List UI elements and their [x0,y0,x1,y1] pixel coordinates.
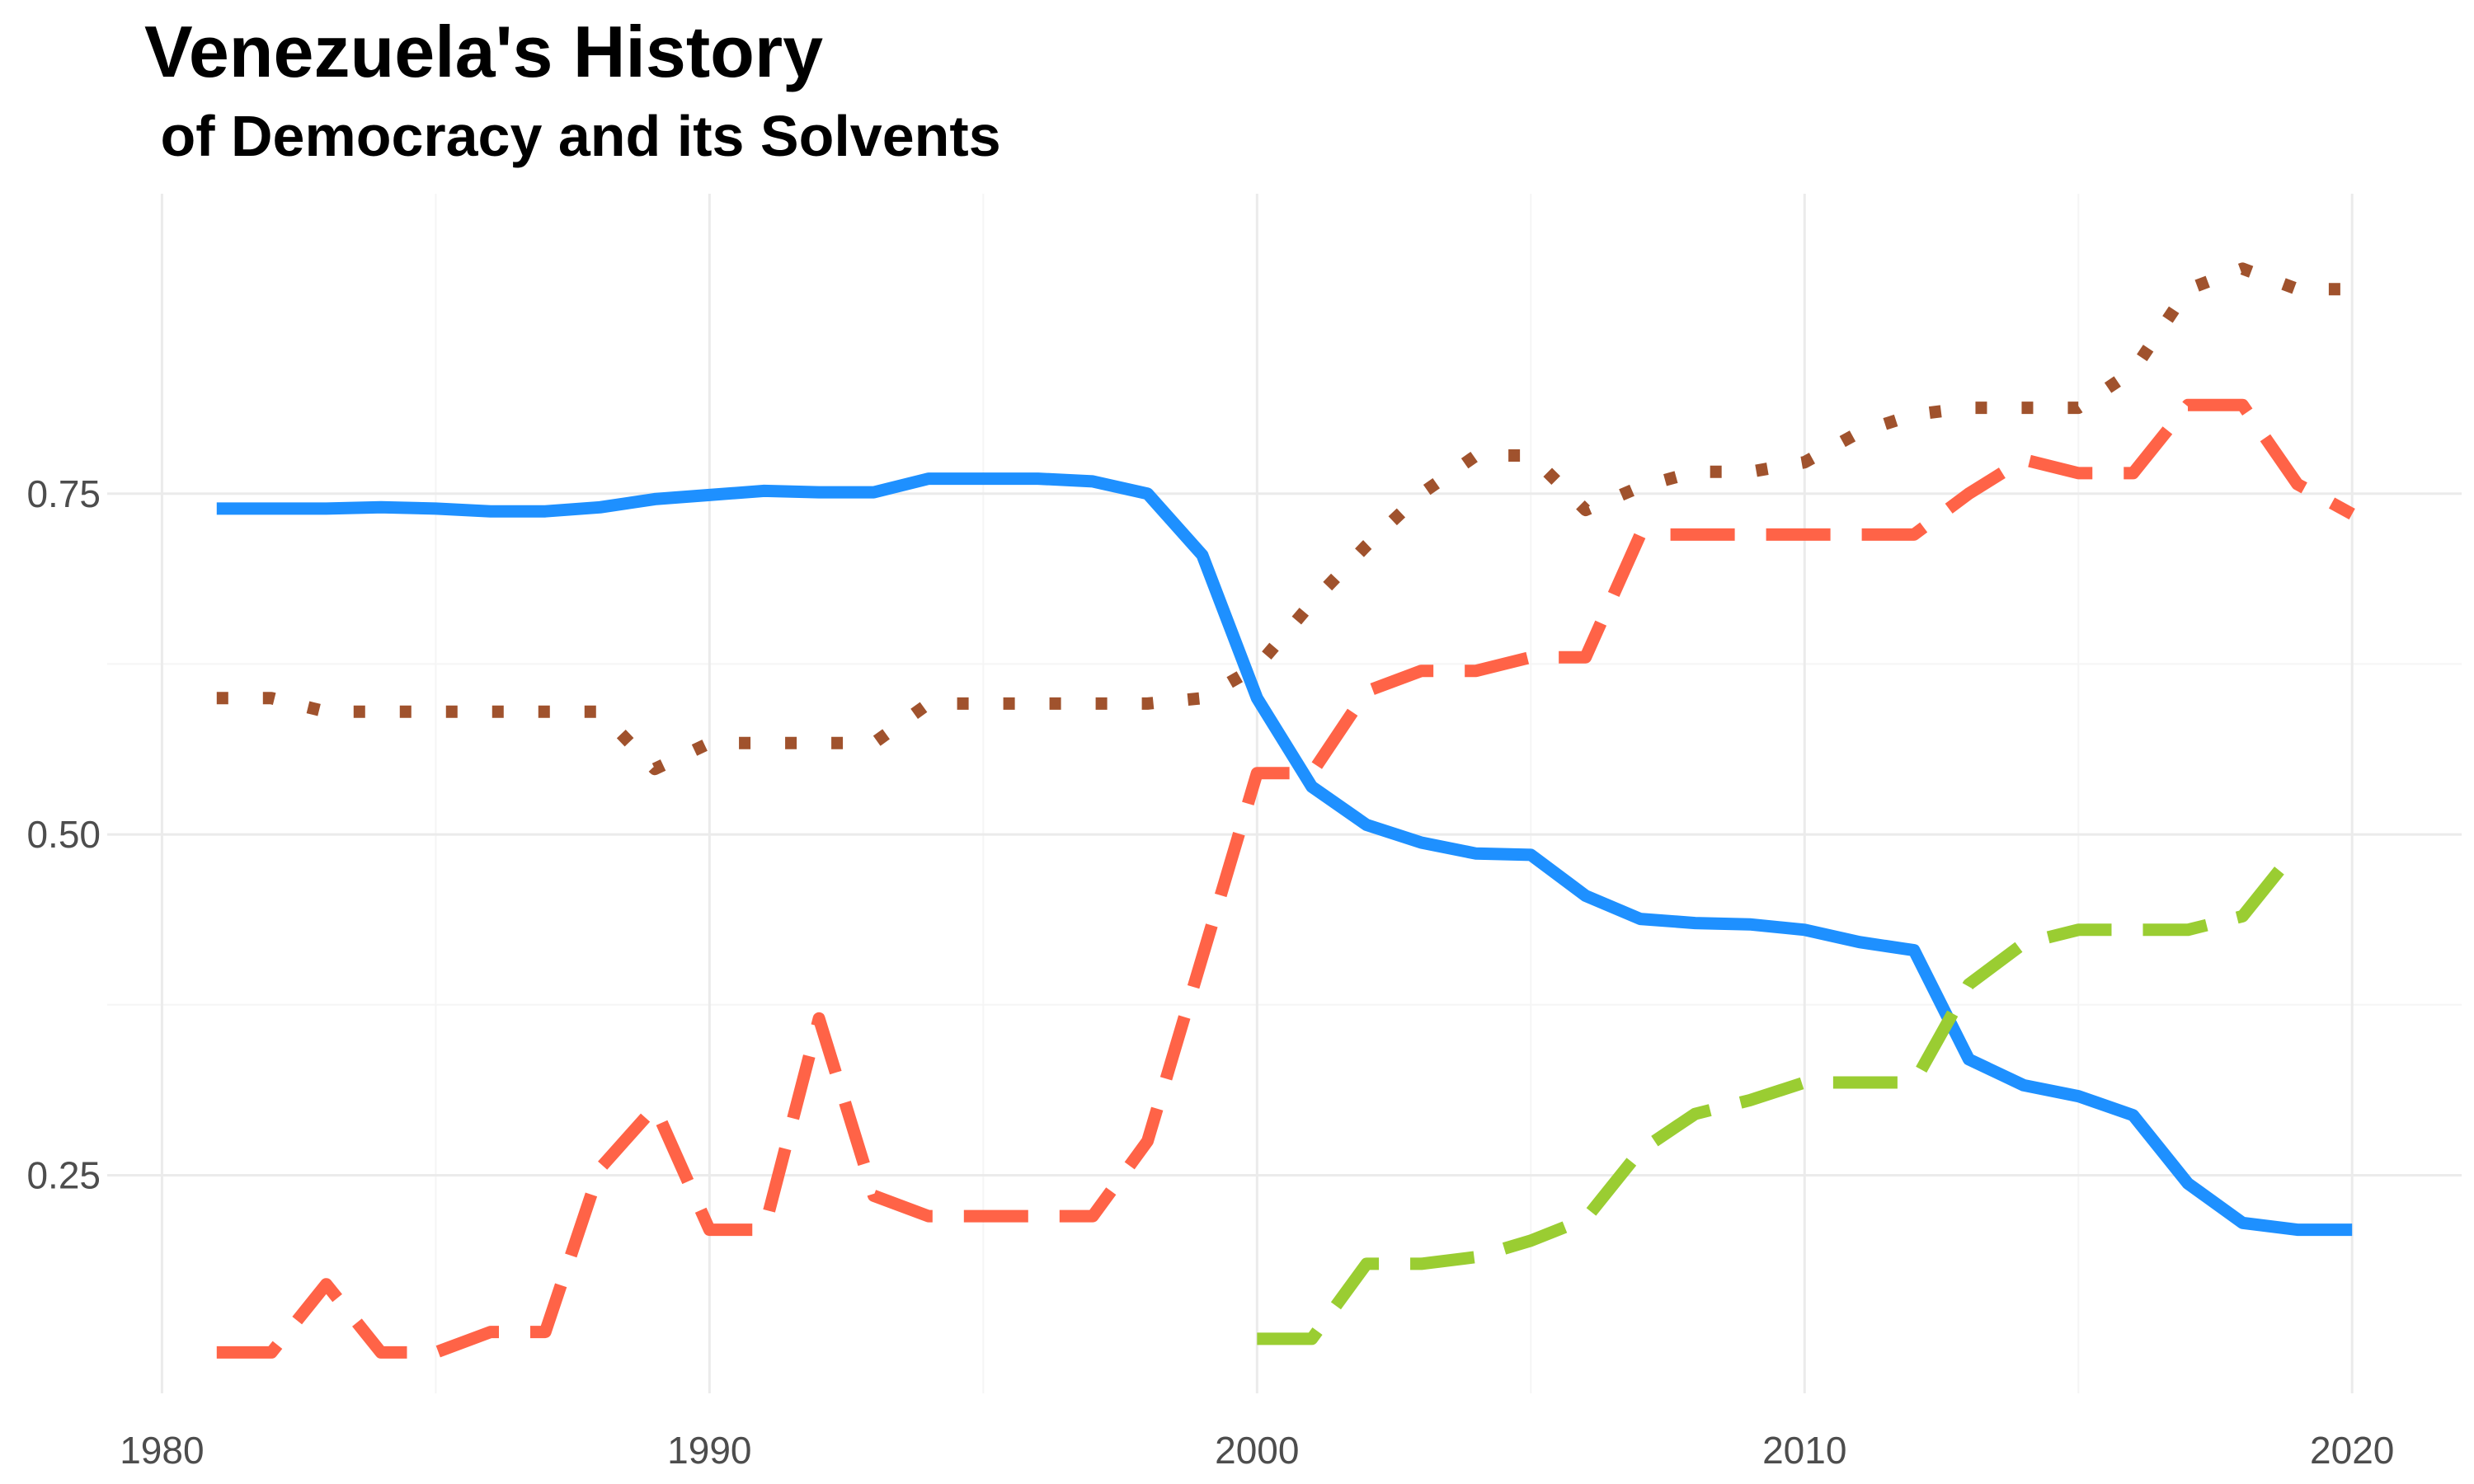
series-line-4 [1257,843,2302,1345]
x-tick-label: 2010 [1762,1429,1846,1472]
series-line-2 [216,262,2353,776]
axis-labels: 1980 1990 2000 2010 2020 0.25 0.50 0.75 [26,472,2394,1472]
chart-subtitle: of Democracy and its Solvents [144,104,1001,168]
series-lines [216,262,2355,1359]
y-tick-label: 0.50 [26,813,101,856]
series-line-1 [216,472,2353,1237]
x-tick-label: 1980 [120,1429,204,1472]
gridlines [107,194,2462,1393]
x-tick-label: 2020 [2310,1429,2394,1472]
chart-title: Venezuela's History [144,11,824,92]
x-tick-label: 1990 [667,1429,751,1472]
y-tick-label: 0.75 [26,472,101,515]
x-tick-label: 2000 [1215,1429,1299,1472]
series-line-3 [216,398,2355,1359]
y-tick-label: 0.25 [26,1153,101,1196]
